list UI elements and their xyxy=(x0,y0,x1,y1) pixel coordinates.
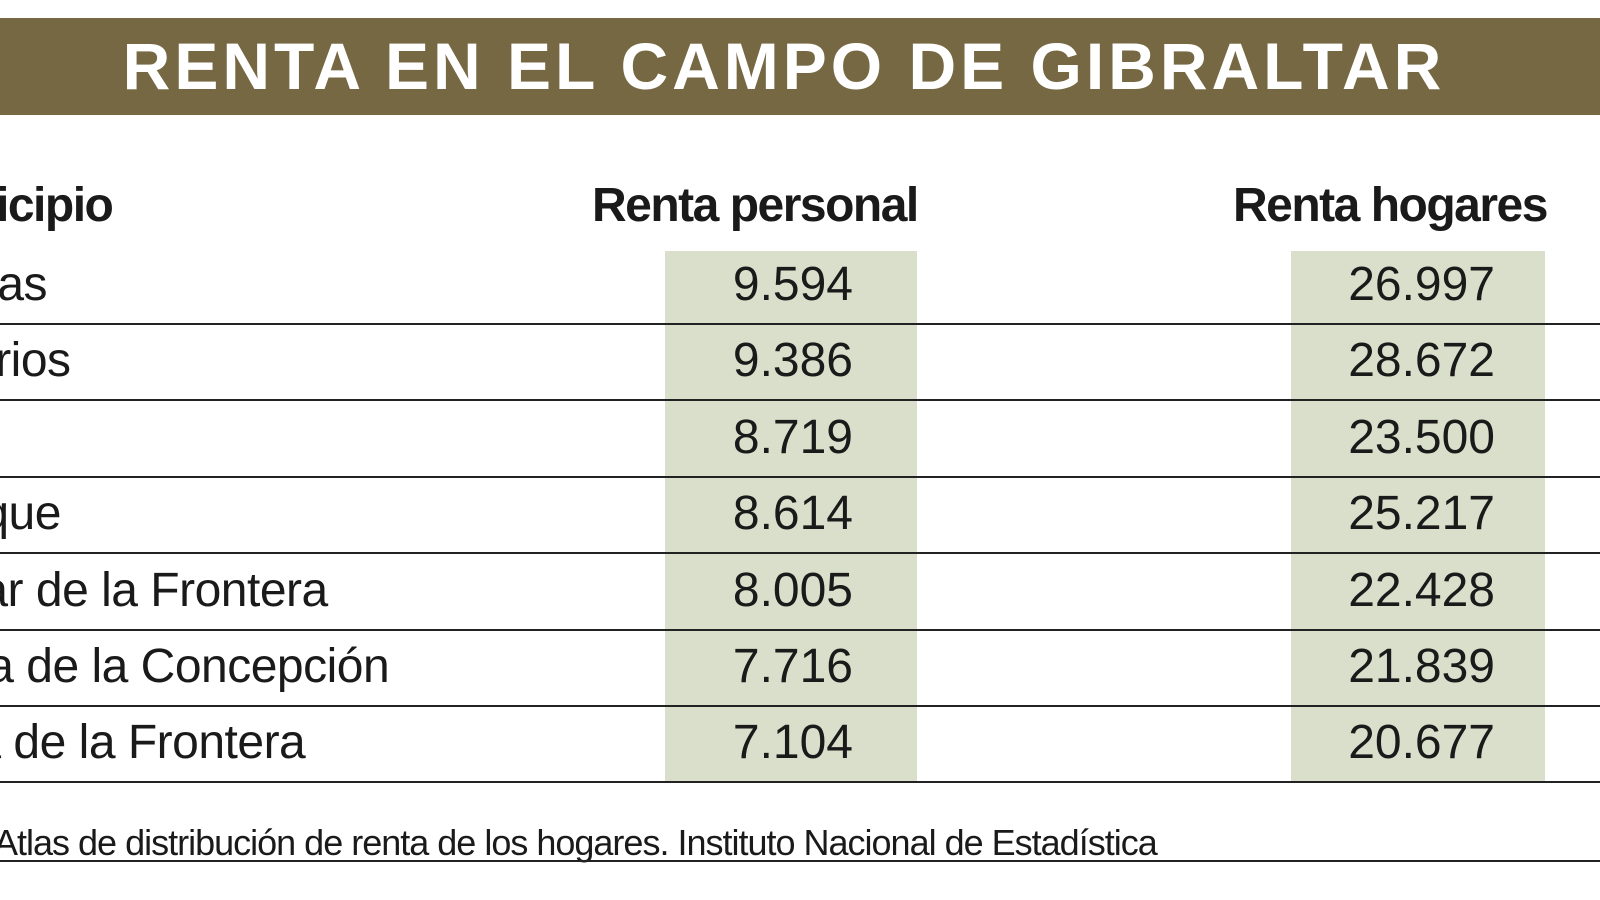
table-row: ínea de la Concepción 7.716 21.839 xyxy=(0,629,1600,707)
municipio-cell: eciras xyxy=(0,258,48,311)
municipio-cell: Roque xyxy=(0,487,61,541)
bottom-rule xyxy=(0,860,1600,862)
renta-hogares-highlight xyxy=(1291,251,1545,781)
source-note: Atlas de distribución de renta de los ho… xyxy=(0,822,1158,863)
table-row: eciras 9.594 26.997 xyxy=(0,247,1600,325)
renta-personal-cell: 7.716 xyxy=(732,640,853,693)
renta-hogares-cell: 26.997 xyxy=(1348,258,1495,311)
table-row: tellar de la Frontera 8.005 22.428 xyxy=(0,553,1600,631)
renta-personal-cell: 8.614 xyxy=(732,487,853,541)
table-row: Barrios 9.386 28.672 xyxy=(0,323,1600,402)
renta-personal-highlight xyxy=(665,251,917,781)
table-row: ena de la Frontera 7.104 20.677 xyxy=(0,705,1600,784)
municipio-cell: tellar de la Frontera xyxy=(0,563,328,617)
renta-personal-cell: 9.386 xyxy=(732,334,853,388)
header-municipio: icipio xyxy=(0,179,114,232)
table-row: Roque 8.614 25.217 xyxy=(0,476,1600,555)
renta-hogares-cell: 22.428 xyxy=(1348,563,1495,617)
renta-hogares-cell: 28.672 xyxy=(1348,334,1495,388)
municipio-cell: ínea de la Concepción xyxy=(0,640,390,693)
title-band xyxy=(0,18,1600,115)
renta-personal-cell: 8.005 xyxy=(732,563,853,617)
municipio-cell: ena de la Frontera xyxy=(0,716,306,770)
municipio-cell: Barrios xyxy=(0,334,71,388)
renta-personal-cell: 8.719 xyxy=(732,410,853,464)
header-renta-personal: Renta personal xyxy=(592,179,919,232)
renta-personal-cell: 9.594 xyxy=(732,258,853,311)
table-title: RENTA EN EL CAMPO DE GIBRALTAR xyxy=(122,29,1446,103)
header-renta-hogares: Renta hogares xyxy=(1233,179,1548,232)
renta-hogares-cell: 21.839 xyxy=(1348,640,1495,693)
renta-hogares-cell: 23.500 xyxy=(1348,410,1495,464)
renta-personal-cell: 7.104 xyxy=(732,716,853,770)
renta-hogares-cell: 25.217 xyxy=(1348,487,1495,541)
renta-hogares-cell: 20.677 xyxy=(1348,716,1495,770)
